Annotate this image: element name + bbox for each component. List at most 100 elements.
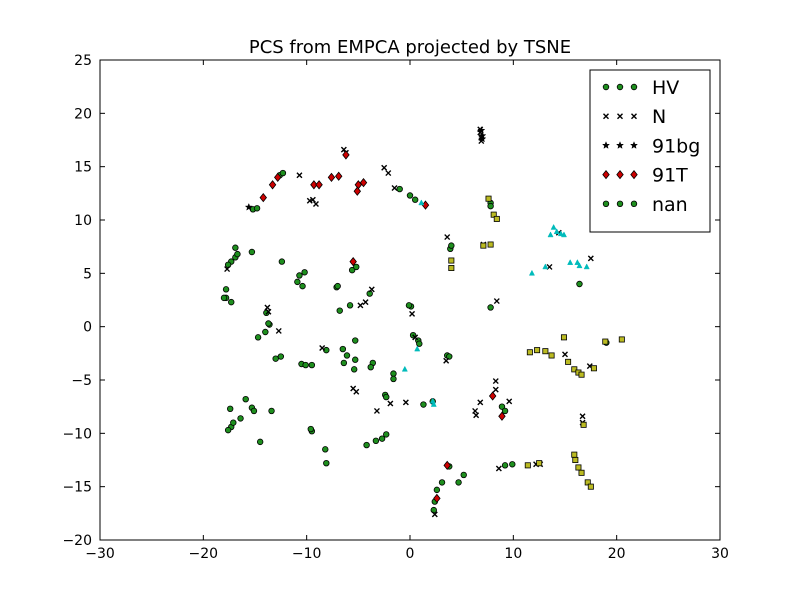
data-point-91t — [327, 172, 336, 182]
data-point-n — [493, 298, 500, 305]
legend-label: HV — [652, 77, 679, 99]
data-point-n — [402, 399, 409, 406]
data-point-square — [578, 371, 585, 378]
data-point-hv — [339, 345, 347, 353]
data-point-hv — [348, 266, 356, 274]
data-point-n — [224, 266, 231, 273]
data-point-n — [387, 400, 394, 407]
data-point-triangle — [430, 400, 437, 407]
data-point-triangle — [528, 269, 535, 276]
data-point-hv — [242, 396, 249, 403]
y-tick-label: 10 — [74, 213, 92, 229]
data-point-square — [534, 347, 541, 354]
data-point-n — [492, 378, 499, 385]
data-point-triangle — [576, 262, 583, 269]
data-point-91t — [498, 411, 506, 421]
data-point-square — [560, 334, 567, 341]
data-point-91t — [310, 180, 318, 190]
data-point-square — [565, 358, 572, 365]
data-point-hv — [352, 356, 359, 363]
data-point-hv — [353, 263, 360, 271]
data-point-n — [472, 407, 479, 414]
legend-marker-91bg — [629, 141, 639, 149]
data-point-n — [362, 299, 369, 306]
chart-title: PCS from EMPCA projected by TSNE — [249, 37, 571, 58]
legend-marker-nan — [602, 200, 610, 207]
data-point-hv — [294, 278, 301, 286]
data-point-91t — [315, 180, 323, 190]
data-point-hv — [232, 244, 239, 251]
data-point-91t — [433, 493, 441, 504]
y-tick-label: −15 — [62, 480, 92, 496]
data-point-hv — [220, 294, 228, 302]
data-point-91t — [268, 180, 277, 190]
legend-marker-n — [603, 113, 609, 120]
data-point-hv — [301, 269, 308, 276]
data-point-91bg — [478, 134, 487, 143]
data-point-hv — [487, 202, 494, 210]
legend-marker-91bg — [601, 141, 611, 149]
data-point-91t — [342, 150, 350, 160]
data-point-triangle — [542, 263, 549, 270]
data-point-91bg — [477, 126, 486, 134]
data-points — [220, 126, 625, 518]
data-point-hv — [509, 461, 516, 468]
data-point-hv — [498, 403, 506, 410]
data-point-hv — [351, 366, 358, 373]
data-point-square — [526, 349, 533, 356]
data-point-hv — [222, 286, 230, 293]
data-point-hv — [256, 438, 264, 446]
data-point-hv — [308, 361, 316, 369]
legend-label: 91bg — [652, 135, 700, 157]
data-point-hv — [336, 307, 343, 314]
data-point-square — [487, 241, 494, 248]
data-point-n — [319, 345, 326, 351]
data-point-square — [587, 483, 594, 490]
data-point-square — [493, 215, 500, 222]
data-point-hv — [448, 242, 455, 249]
data-point-hv — [455, 479, 462, 486]
data-point-square — [448, 257, 455, 264]
data-point-hv — [487, 304, 494, 311]
data-point-hv — [576, 280, 583, 288]
data-point-n — [495, 465, 502, 472]
data-point-square — [571, 451, 578, 458]
data-point-hv — [250, 407, 258, 415]
data-point-n — [353, 388, 360, 395]
y-tick-label: 20 — [74, 106, 92, 122]
data-point-triangle — [560, 231, 567, 238]
data-point-91t — [259, 192, 267, 203]
data-point-hv — [352, 337, 359, 344]
data-point-hv — [411, 196, 419, 203]
data-point-square — [590, 365, 597, 372]
data-point-hv — [363, 441, 370, 449]
legend-label: 91T — [652, 165, 688, 187]
data-point-n — [373, 407, 380, 414]
data-point-n — [265, 308, 272, 315]
legend-marker-hv — [630, 83, 638, 91]
data-point-square — [578, 469, 585, 476]
data-point-square — [571, 366, 578, 373]
data-point-91bg — [244, 202, 253, 211]
legend: HV N 91bg 91T nan — [589, 69, 711, 233]
data-point-square — [548, 352, 555, 359]
data-point-hv — [378, 435, 386, 442]
data-point-n — [473, 412, 480, 419]
data-point-hv — [501, 462, 509, 469]
data-point-hv — [430, 506, 437, 514]
data-point-hv — [234, 250, 241, 258]
data-point-hv — [367, 364, 374, 371]
data-point-square — [480, 242, 487, 249]
data-point-hv — [501, 407, 509, 415]
data-point-triangle — [414, 345, 421, 352]
legend-box — [589, 69, 711, 233]
legend-label: N — [652, 106, 666, 128]
data-point-hv — [383, 393, 390, 401]
data-point-hv — [272, 355, 279, 362]
data-point-square — [490, 211, 497, 218]
legend-marker-n — [631, 113, 637, 120]
data-point-square — [575, 464, 582, 471]
